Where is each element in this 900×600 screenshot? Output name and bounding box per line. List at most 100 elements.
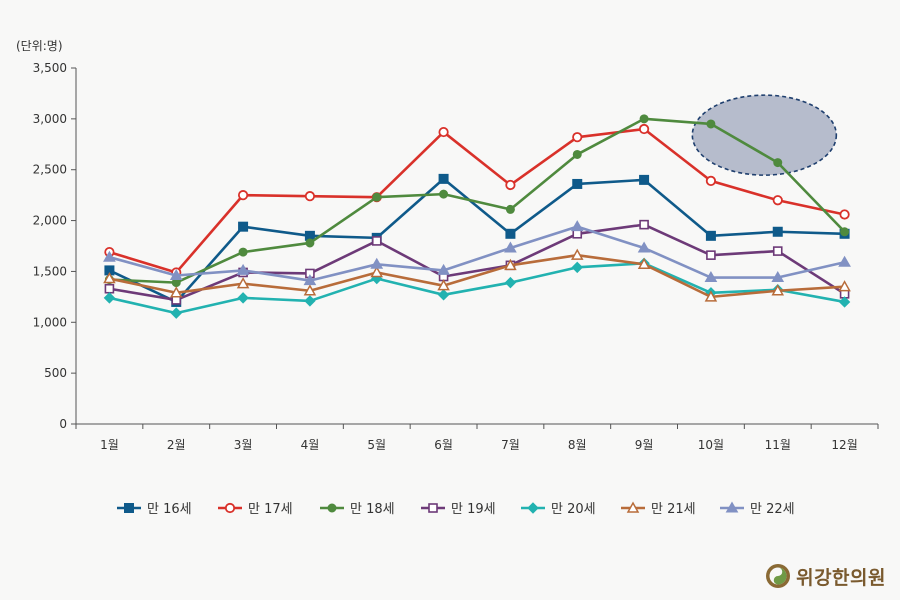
x-tick-label: 9월 [635,438,654,452]
data-point [570,248,584,260]
data-point [706,119,716,129]
data-point [238,247,248,257]
legend-marker [626,501,640,513]
series-line [109,117,846,284]
highlight-ellipse [691,94,838,176]
y-tick-label: 1,500 [33,264,67,278]
data-point [773,158,783,168]
series-line [109,127,845,274]
data-point [439,189,449,199]
data-point [169,268,183,280]
x-tick-label: 12월 [831,438,857,452]
data-point [840,227,850,237]
series-5 [103,257,851,319]
x-tick-label: 11월 [765,438,791,452]
y-tick-label: 500 [44,366,67,380]
data-point [572,132,583,143]
x-tick-label: 1월 [100,438,119,452]
legend-marker [224,502,236,514]
data-point [772,195,783,206]
data-point [437,279,450,291]
legend-item: 만 20세 [521,502,596,517]
data-point [505,228,516,239]
y-tick-label: 3,000 [33,112,67,126]
data-point [237,292,249,304]
y-tick-label: 2,500 [33,163,67,177]
logo-emblem-icon [766,564,791,588]
data-point [504,276,517,289]
data-point [639,219,649,230]
data-point [437,263,450,275]
data-point [570,220,584,232]
legend-marker [428,503,438,513]
series-line [109,225,845,282]
data-point [303,274,317,286]
legend-marker [124,503,134,513]
data-point [705,175,717,187]
data-point [637,241,651,253]
data-point [103,292,116,304]
data-point [438,173,449,184]
y-tick-label: 1,000 [33,315,67,329]
data-point [504,241,517,253]
data-point [438,126,449,138]
series-1 [104,173,850,307]
legend-label: 만 20세 [551,502,596,517]
data-point [639,174,650,185]
data-point [639,114,649,124]
x-tick-label: 2월 [167,438,186,452]
data-point [704,290,718,302]
data-point [236,263,250,275]
data-point [104,283,115,294]
data-point [704,271,718,283]
legend-item: 만 21세 [621,501,696,517]
series-line [108,177,845,304]
data-point [505,204,515,214]
x-tick-label: 3월 [234,438,253,452]
data-point [304,191,316,202]
series-line [109,253,845,299]
legend-label: 만 21세 [651,502,696,517]
legend-item: 만 18세 [320,502,395,517]
series-7 [103,220,851,286]
data-point [303,284,317,296]
legend-item: 만 19세 [421,502,496,517]
data-point [772,226,783,237]
y-tick-label: 3,500 [33,61,67,75]
data-point [103,250,116,262]
data-point [504,258,517,271]
data-point [437,289,450,301]
series-line [109,223,846,302]
legend-item: 만 16세 [117,502,192,517]
unit-label: (단위:명) [16,39,63,53]
legend-label: 만 16세 [147,502,192,517]
legend-item: 만 17세 [218,502,293,517]
data-point [838,296,851,308]
series-6 [103,248,851,302]
data-point [838,255,851,267]
data-point [238,221,249,232]
data-point [637,257,651,270]
data-point [838,280,851,292]
data-point [505,179,516,191]
legend-marker [527,502,539,514]
data-point [169,286,183,298]
legend-item: 만 22세 [720,501,795,517]
data-point [370,257,384,269]
data-point [372,192,382,202]
series-2 [104,123,850,278]
data-point [571,261,583,274]
data-point [103,272,116,284]
data-point [772,246,783,256]
data-point [305,238,315,248]
data-point [706,250,716,260]
data-point [839,209,850,220]
data-point [771,271,785,283]
data-point [572,178,583,189]
y-tick-label: 0 [59,417,67,431]
data-point [370,265,384,278]
data-point [237,190,249,201]
data-point [304,295,316,307]
x-tick-label: 5월 [367,438,386,452]
